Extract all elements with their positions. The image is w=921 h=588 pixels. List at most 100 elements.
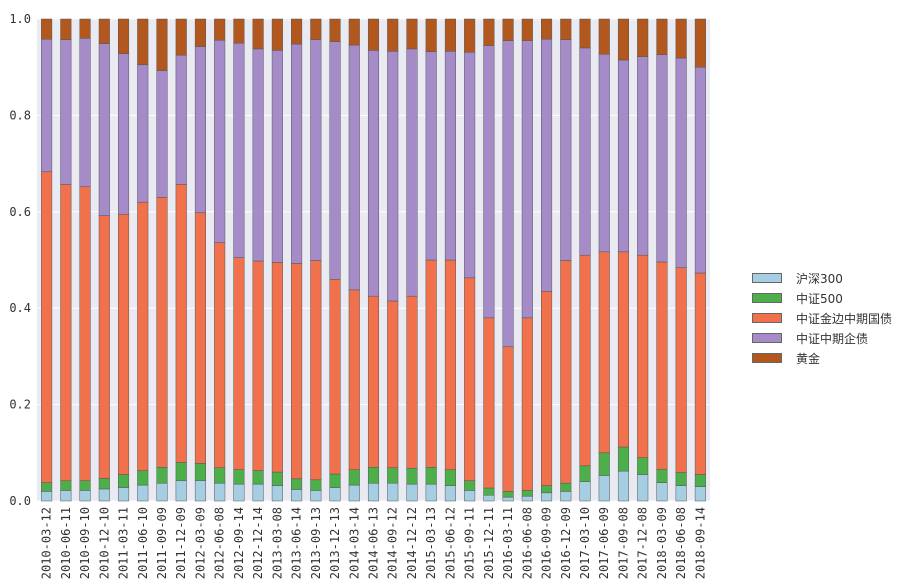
bar-segment xyxy=(137,484,149,502)
bar-segment xyxy=(79,38,91,187)
bar-segment xyxy=(233,257,245,470)
bar-segment xyxy=(617,446,630,472)
bar-segment xyxy=(214,482,226,502)
x-tick-label: 2013-12-13 xyxy=(328,507,342,579)
bar-segment xyxy=(579,481,591,502)
bar-segment xyxy=(98,215,110,479)
bar-segment xyxy=(310,260,322,481)
bar-segment xyxy=(502,18,514,41)
bar-segment xyxy=(271,471,283,486)
bar-segment xyxy=(637,18,649,57)
x-tick-label: 2010-12-10 xyxy=(97,507,111,579)
bar-segment xyxy=(656,468,668,483)
bar-segment xyxy=(291,489,303,502)
bar-segment xyxy=(233,469,245,485)
x-tick-label: 2012-12-14 xyxy=(251,507,265,579)
y-axis-ticks: 0.0 0.2 0.4 0.6 0.8 1.0 xyxy=(9,12,31,508)
bar-segment xyxy=(483,494,495,502)
bar-segment xyxy=(137,64,149,203)
bar-segment xyxy=(233,18,245,44)
bar-segment xyxy=(252,18,264,50)
legend-swatch xyxy=(752,333,782,343)
bar-segment xyxy=(156,482,168,502)
bar-segment xyxy=(541,492,553,502)
bar-segment xyxy=(175,462,187,482)
bar-segment xyxy=(79,480,91,491)
bar-segment xyxy=(252,260,264,471)
bar-segment xyxy=(464,480,476,491)
bar-segment xyxy=(271,18,283,51)
legend-label: 黄金 xyxy=(796,351,821,366)
bar-segment xyxy=(675,18,687,59)
bar-segment xyxy=(175,480,187,502)
bar-segment xyxy=(117,487,130,502)
bar-segment xyxy=(425,18,437,53)
bar-segment xyxy=(310,479,322,491)
bar-segment xyxy=(637,474,649,502)
bar-segment xyxy=(348,484,360,502)
bar-segment xyxy=(464,277,476,481)
bar-segment xyxy=(310,39,322,261)
bar-segment xyxy=(637,254,649,458)
x-tick-label: 2011-09-09 xyxy=(155,507,169,579)
bar-segment xyxy=(541,18,553,40)
bar-segment xyxy=(406,48,418,297)
bar-segment xyxy=(617,18,630,61)
bar-segment xyxy=(79,490,91,502)
bar-segment xyxy=(117,474,130,488)
bar-segment xyxy=(521,40,533,319)
bar-segment xyxy=(560,260,572,484)
bar-segment xyxy=(156,70,168,198)
y-tick-label: 0.8 xyxy=(9,108,31,122)
bar-segment xyxy=(329,41,341,280)
x-tick-label: 2010-06-11 xyxy=(59,507,73,579)
bar-segment xyxy=(617,470,630,502)
bar-segment xyxy=(541,38,553,292)
bar-segment xyxy=(425,467,437,485)
bar-segment xyxy=(464,18,476,53)
bar-segment xyxy=(694,66,706,274)
bar-segment xyxy=(656,18,668,55)
bar-segment xyxy=(521,495,533,502)
x-tick-label: 2015-12-11 xyxy=(482,507,496,579)
bar-segment xyxy=(483,45,495,319)
bar-segment xyxy=(60,184,72,482)
legend-swatch xyxy=(752,293,782,303)
bar-segment xyxy=(60,490,72,502)
bar-segment xyxy=(291,263,303,480)
bar-segment xyxy=(137,18,149,66)
x-tick-label: 2010-09-10 xyxy=(78,507,92,579)
bar-segment xyxy=(367,18,380,51)
bar-segment xyxy=(329,18,341,42)
x-tick-label: 2012-06-08 xyxy=(213,507,227,579)
bar-segment xyxy=(60,39,72,185)
bar-segment xyxy=(329,279,341,475)
bar-segment xyxy=(560,18,572,40)
bar-segment xyxy=(60,18,72,40)
bar-segment xyxy=(214,467,226,484)
bar-segment xyxy=(637,56,649,256)
bar-segment xyxy=(444,469,456,486)
x-tick-label: 2016-09-09 xyxy=(540,507,554,579)
bar-segment xyxy=(521,18,533,41)
bar-segment xyxy=(79,18,91,39)
bar-segment xyxy=(406,295,418,469)
legend-swatch xyxy=(752,313,782,323)
bar-segment xyxy=(675,267,687,473)
bar-segment xyxy=(425,51,437,261)
bar-segment xyxy=(387,300,399,468)
bar-segment xyxy=(98,43,110,216)
bar-segment xyxy=(541,291,553,486)
bar-segment xyxy=(117,213,130,475)
bar-segment xyxy=(637,457,649,475)
bar-segment xyxy=(502,491,514,498)
bar-segment xyxy=(348,469,360,486)
bar-segment xyxy=(41,38,53,173)
y-tick-label: 1.0 xyxy=(9,12,31,26)
x-tick-label: 2017-09-08 xyxy=(616,507,630,579)
bar-segment xyxy=(329,487,341,502)
x-tick-label: 2016-06-08 xyxy=(520,507,534,579)
x-tick-label: 2012-09-14 xyxy=(232,507,246,579)
bar-segment xyxy=(98,478,110,490)
